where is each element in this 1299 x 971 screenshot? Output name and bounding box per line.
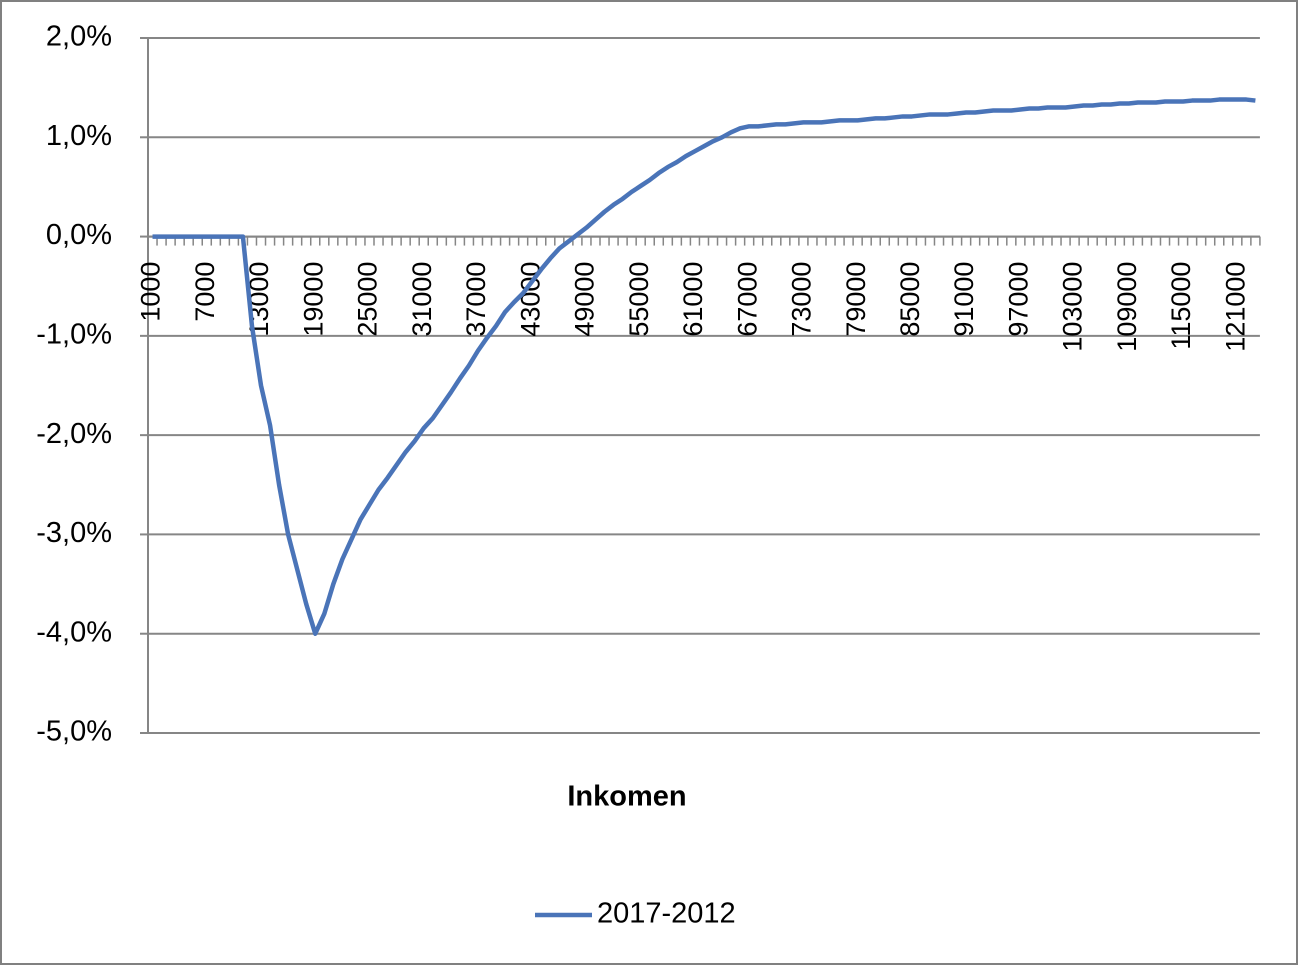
x-tick-label: 1000 [136, 262, 166, 322]
x-tick-label: 49000 [570, 262, 600, 337]
y-tick-label: 1,0% [46, 120, 112, 152]
x-axis-title: Inkomen [567, 781, 686, 813]
y-tick-label: -3,0% [36, 517, 112, 549]
x-tick-label: 109000 [1112, 262, 1142, 352]
x-tick-label: 67000 [732, 262, 762, 337]
y-tick-label: -2,0% [36, 418, 112, 450]
x-tick-label: 19000 [298, 262, 328, 337]
x-tick-label: 55000 [624, 262, 654, 337]
x-tick-label: 73000 [787, 262, 817, 337]
x-tick-label: 61000 [678, 262, 708, 337]
x-tick-label: 91000 [949, 262, 979, 337]
x-tick-label: 97000 [1003, 262, 1033, 337]
x-tick-label: 85000 [895, 262, 925, 337]
legend-label: 2017-2012 [597, 898, 736, 930]
y-tick-label: 2,0% [46, 21, 112, 53]
y-tick-label: 0,0% [46, 219, 112, 251]
y-tick-label: -4,0% [36, 616, 112, 648]
series-line [152, 97, 1256, 636]
x-tick-label: 7000 [190, 262, 220, 322]
x-tick-label: 37000 [461, 262, 491, 337]
x-tick-label: 103000 [1058, 262, 1088, 352]
x-tick-label: 25000 [353, 262, 383, 337]
x-tick-label: 79000 [841, 262, 871, 337]
y-tick-label: -5,0% [36, 716, 112, 748]
x-tick-label: 115000 [1166, 262, 1196, 350]
y-tick-label: -1,0% [36, 319, 112, 351]
x-tick-label: 121000 [1220, 262, 1250, 352]
x-tick-label: 31000 [407, 262, 437, 337]
